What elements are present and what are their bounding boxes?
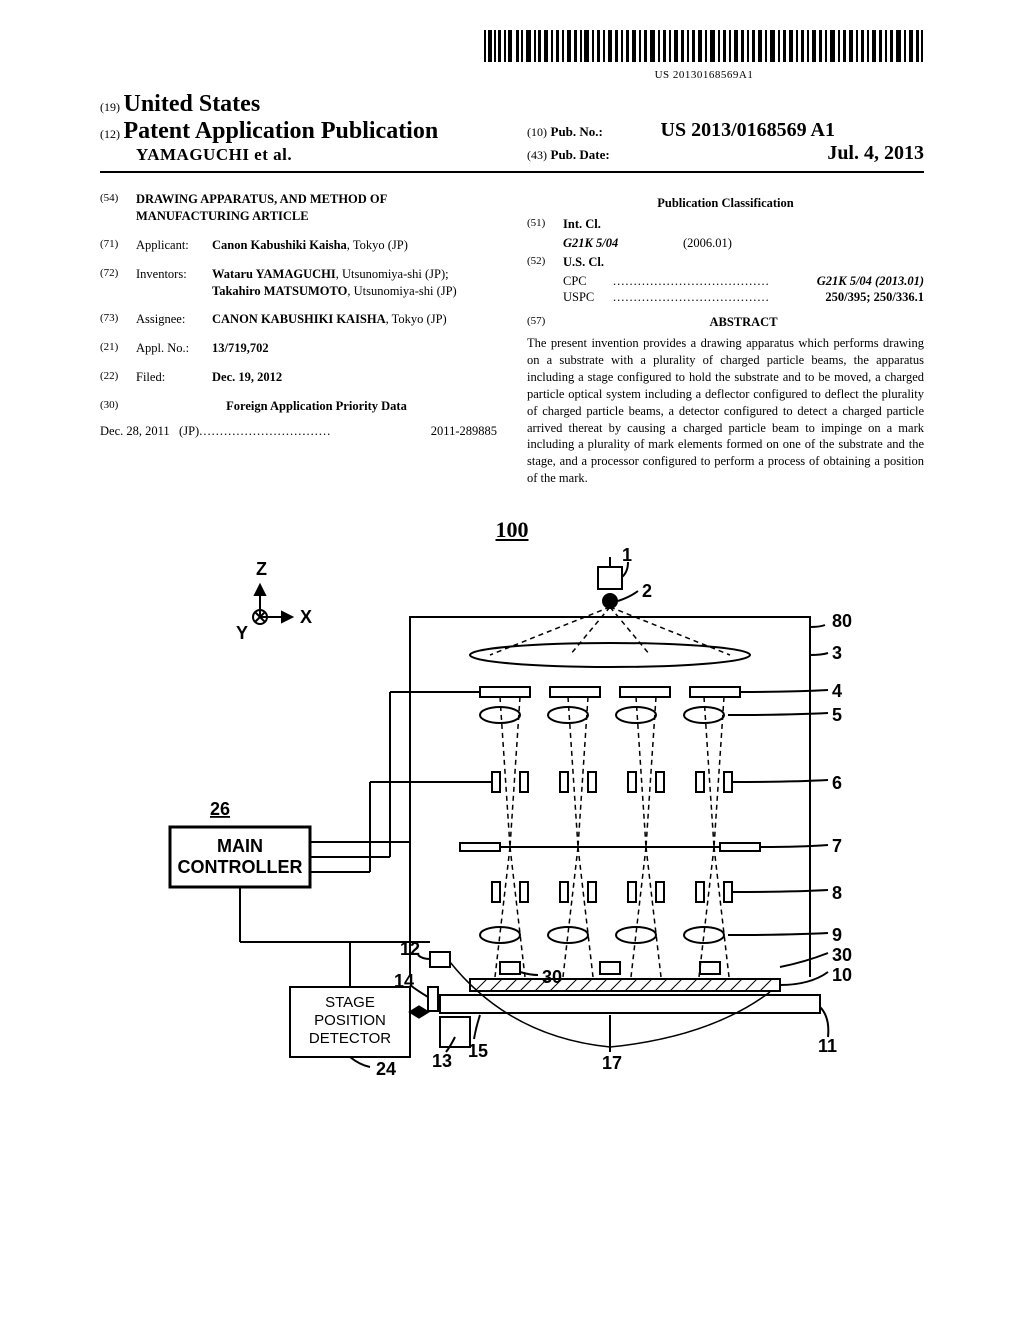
appl-val: 13/719,702 [212,341,269,355]
pub-date-label: Pub. Date: [551,147,661,163]
body-columns: (54) DRAWING APPARATUS, AND METHOD OF MA… [100,191,924,487]
label-3: 3 [832,643,842,663]
label-6: 6 [832,773,842,793]
us-label: U.S. Cl. [563,255,604,269]
figure-title: 100 [496,517,529,543]
inventors-num: (72) [100,266,136,300]
label-1: 1 [622,547,632,565]
stage-det-1: STAGE [325,994,375,1011]
label-7: 7 [832,836,842,856]
assignee-num: (73) [100,311,136,328]
patent-figure: Z Y X MAIN CONTROLLER 26 STAGE POSITION … [150,547,870,1127]
label-24: 24 [376,1059,396,1079]
inventors-val: Wataru YAMAGUCHI, Utsunomiya-shi (JP); T… [212,266,497,300]
label-9: 9 [832,925,842,945]
uspc-val: 250/395; 250/336.1 [825,290,924,304]
foreign-label: Foreign Application Priority Data [226,399,407,413]
dots: ........................................… [613,289,769,306]
cpc-val: G21K 5/04 (2013.01) [817,274,924,288]
right-column: Publication Classification (51) Int. Cl.… [527,191,924,487]
label-2: 2 [642,581,652,601]
label-14: 14 [394,971,414,991]
barcode-bars [484,30,924,62]
assignee-val: CANON KABUSHIKI KAISHA, Tokyo (JP) [212,311,497,328]
header: (19) United States (12) Patent Applicati… [100,91,924,173]
cpc-label: CPC [563,273,613,290]
author-line: YAMAGUCHI et al. [100,145,497,165]
label-26: 26 [210,799,230,819]
label-4: 4 [832,681,842,701]
label-8: 8 [832,883,842,903]
axis-y: Y [236,623,248,643]
pub-date-value: Jul. 4, 2013 [827,142,924,165]
assignee-label: Assignee: [136,311,212,328]
stage-det-2: POSITION [314,1012,386,1029]
label-15: 15 [468,1041,488,1061]
label-11: 11 [818,1036,837,1056]
dots: ................................ [199,423,431,440]
us-num: (52) [527,254,563,271]
pub-date-prefix: (43) [527,148,547,163]
barcode-text: US 20130168569A1 [484,69,924,81]
axis-z: Z [256,559,267,579]
int-year: (2006.01) [683,235,732,252]
int-label: Int. Cl. [563,217,601,231]
label-30b: 30 [542,967,562,987]
inventors-label: Inventors: [136,266,212,300]
invention-title: DRAWING APPARATUS, AND METHOD OF MANUFAC… [136,191,497,225]
country: United States [124,91,261,117]
country-prefix: (19) [100,100,120,114]
int-code: G21K 5/04 [563,236,618,250]
label-12: 12 [400,939,420,959]
filed-num: (22) [100,369,136,386]
controller-label-1: MAIN [217,836,263,856]
int-num: (51) [527,216,563,233]
label-80: 80 [832,611,852,631]
appl-label: Appl. No.: [136,340,212,357]
foreign-num: (30) [100,398,136,415]
abstract-text: The present invention provides a drawing… [527,335,924,487]
label-30a: 30 [832,945,852,965]
applicant-num: (71) [100,237,136,254]
stage-det-3: DETECTOR [309,1030,391,1047]
foreign-date: Dec. 28, 2011 [100,423,170,440]
appl-num: (21) [100,340,136,357]
foreign-country: (JP) [179,423,199,440]
label-17: 17 [602,1053,622,1073]
title-num: (54) [100,191,136,225]
abs-num: (57) [527,314,563,331]
abs-label: ABSTRACT [709,315,777,329]
label-5: 5 [832,705,842,725]
filed-label: Filed: [136,369,212,386]
applicant-label: Applicant: [136,237,212,254]
label-10: 10 [832,965,852,985]
pub-type-prefix: (12) [100,127,120,141]
axis-x: X [300,607,312,627]
pub-cls-heading: Publication Classification [527,195,924,212]
pub-type: Patent Application Publication [124,118,439,144]
filed-val: Dec. 19, 2012 [212,370,282,384]
uspc-label: USPC [563,289,613,306]
pub-no-label: Pub. No.: [551,124,661,140]
label-13: 13 [432,1051,452,1071]
foreign-val: 2011-289885 [431,423,497,440]
left-column: (54) DRAWING APPARATUS, AND METHOD OF MA… [100,191,497,487]
controller-label-2: CONTROLLER [178,857,303,877]
applicant-name: Canon Kabushiki Kaisha [212,238,347,252]
pub-no-value: US 2013/0168569 A1 [661,119,835,142]
pub-no-prefix: (10) [527,125,547,140]
barcode-region: US 20130168569A1 [100,30,924,83]
dots: ........................................… [613,273,769,290]
figure-area: 100 Z Y X MAIN CONTROLLER [100,517,924,1137]
